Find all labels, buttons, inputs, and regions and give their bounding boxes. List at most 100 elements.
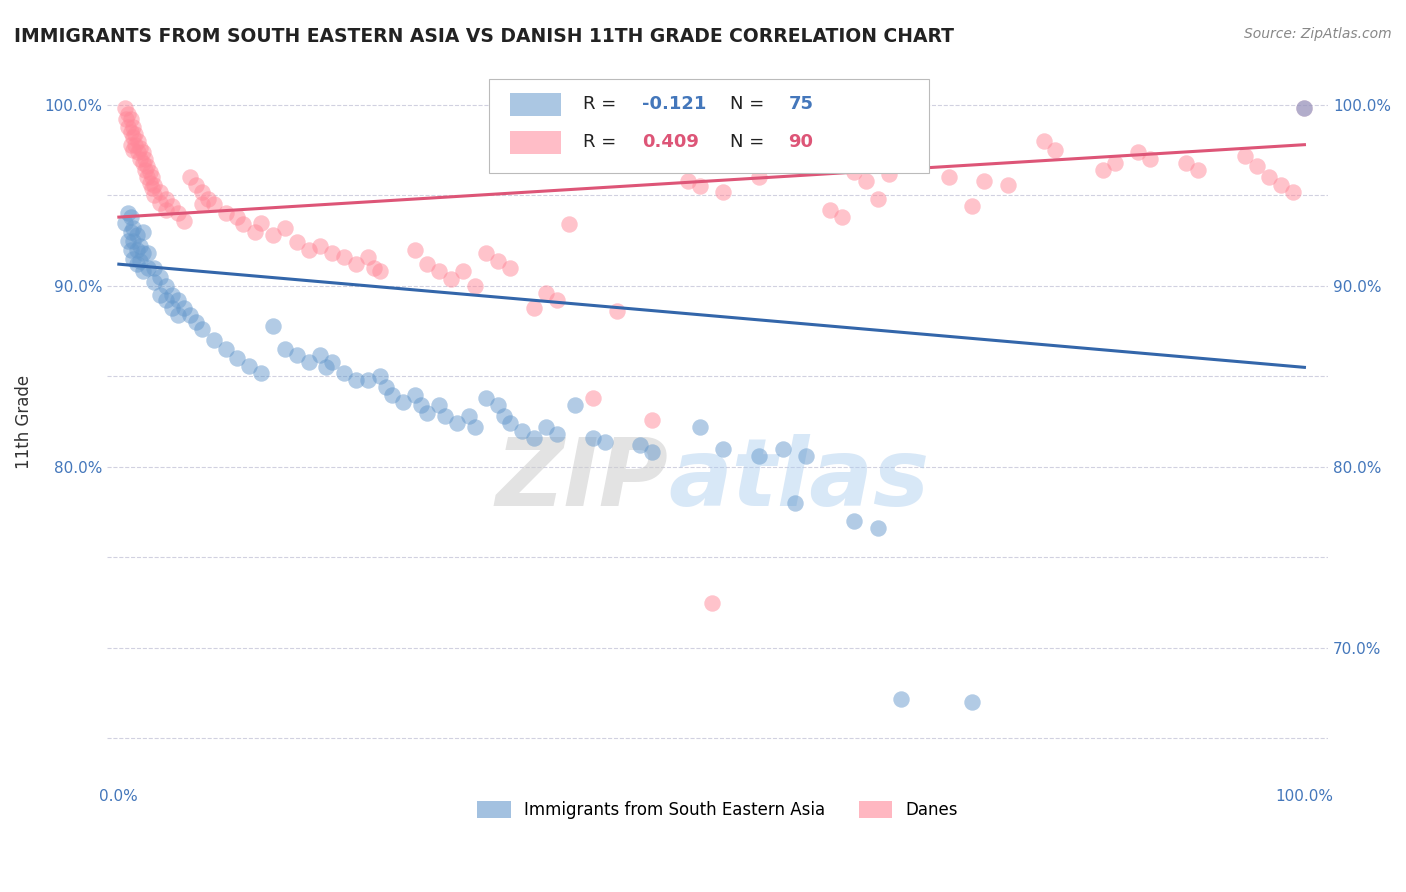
Point bbox=[141, 170, 163, 185]
Point bbox=[404, 243, 426, 257]
Legend: Immigrants from South Eastern Asia, Danes: Immigrants from South Eastern Asia, Dane… bbox=[471, 795, 965, 826]
Point bbox=[167, 293, 190, 308]
Point bbox=[344, 257, 367, 271]
Point bbox=[748, 449, 770, 463]
Point bbox=[433, 409, 456, 424]
Point bbox=[842, 514, 865, 528]
Point bbox=[129, 152, 152, 166]
Point bbox=[1139, 152, 1161, 166]
Point bbox=[173, 301, 195, 315]
Text: 0.409: 0.409 bbox=[643, 133, 699, 151]
Point bbox=[274, 221, 297, 235]
Point bbox=[127, 134, 149, 148]
Point bbox=[124, 127, 146, 141]
Point bbox=[124, 137, 146, 152]
Point bbox=[214, 343, 236, 357]
Point bbox=[160, 288, 183, 302]
Point bbox=[120, 137, 142, 152]
Point bbox=[973, 174, 995, 188]
Point bbox=[155, 202, 177, 217]
Point bbox=[641, 413, 664, 427]
Point bbox=[155, 192, 177, 206]
Point bbox=[141, 181, 163, 195]
Point bbox=[160, 199, 183, 213]
Point bbox=[1257, 170, 1279, 185]
Point bbox=[962, 199, 984, 213]
Point bbox=[451, 264, 474, 278]
Point bbox=[155, 279, 177, 293]
Point bbox=[499, 417, 522, 431]
Text: N =: N = bbox=[730, 95, 763, 113]
Point bbox=[630, 438, 652, 452]
Point bbox=[1174, 155, 1197, 169]
Point bbox=[115, 112, 138, 127]
Point bbox=[486, 398, 509, 412]
Point bbox=[297, 243, 319, 257]
Point bbox=[184, 178, 207, 192]
Point bbox=[131, 246, 153, 260]
Y-axis label: 11th Grade: 11th Grade bbox=[15, 375, 32, 468]
Point bbox=[143, 188, 166, 202]
Point bbox=[1091, 163, 1114, 178]
Point bbox=[214, 206, 236, 220]
Point bbox=[463, 420, 485, 434]
Point bbox=[486, 253, 509, 268]
Point bbox=[416, 257, 439, 271]
Text: ZIP: ZIP bbox=[496, 434, 669, 525]
Point bbox=[689, 179, 711, 194]
Point bbox=[534, 286, 557, 301]
Point bbox=[184, 315, 207, 329]
Point bbox=[333, 250, 356, 264]
Point bbox=[179, 170, 201, 185]
Point bbox=[122, 130, 145, 145]
Point bbox=[129, 253, 152, 268]
Point bbox=[582, 391, 605, 405]
Point bbox=[155, 293, 177, 308]
Point bbox=[143, 178, 166, 192]
Point bbox=[122, 252, 145, 266]
Point bbox=[344, 373, 367, 387]
Point bbox=[890, 691, 912, 706]
Point bbox=[122, 143, 145, 157]
Point bbox=[440, 271, 463, 285]
Point bbox=[262, 228, 284, 243]
Point bbox=[149, 185, 172, 199]
Point bbox=[250, 215, 273, 229]
Point bbox=[143, 275, 166, 289]
Point bbox=[523, 301, 546, 315]
Point bbox=[138, 165, 160, 179]
Text: R =: R = bbox=[583, 95, 616, 113]
Point bbox=[427, 264, 450, 278]
Point bbox=[523, 431, 546, 445]
Point bbox=[368, 264, 391, 278]
Point bbox=[197, 192, 219, 206]
Point bbox=[120, 243, 142, 257]
Point bbox=[357, 373, 380, 387]
Point bbox=[547, 293, 569, 308]
Text: 75: 75 bbox=[789, 95, 814, 113]
Point bbox=[404, 387, 426, 401]
Point bbox=[783, 496, 806, 510]
Point bbox=[129, 141, 152, 155]
Point bbox=[149, 288, 172, 302]
Point bbox=[202, 197, 225, 211]
Point bbox=[202, 333, 225, 347]
Point bbox=[564, 398, 586, 412]
Point bbox=[149, 195, 172, 210]
Point bbox=[285, 235, 308, 250]
Point bbox=[1234, 148, 1257, 162]
Point bbox=[499, 260, 522, 275]
Point bbox=[494, 409, 516, 424]
Point bbox=[641, 445, 664, 459]
Text: atlas: atlas bbox=[669, 434, 929, 525]
Point bbox=[475, 391, 498, 405]
Point bbox=[1281, 185, 1303, 199]
Point bbox=[510, 424, 533, 438]
Point bbox=[1187, 163, 1209, 178]
Point bbox=[191, 185, 214, 199]
Text: IMMIGRANTS FROM SOUTH EASTERN ASIA VS DANISH 11TH GRADE CORRELATION CHART: IMMIGRANTS FROM SOUTH EASTERN ASIA VS DA… bbox=[14, 27, 955, 45]
Point bbox=[117, 234, 139, 248]
Point bbox=[1045, 143, 1067, 157]
Point bbox=[1270, 178, 1292, 192]
Point bbox=[1128, 145, 1150, 159]
